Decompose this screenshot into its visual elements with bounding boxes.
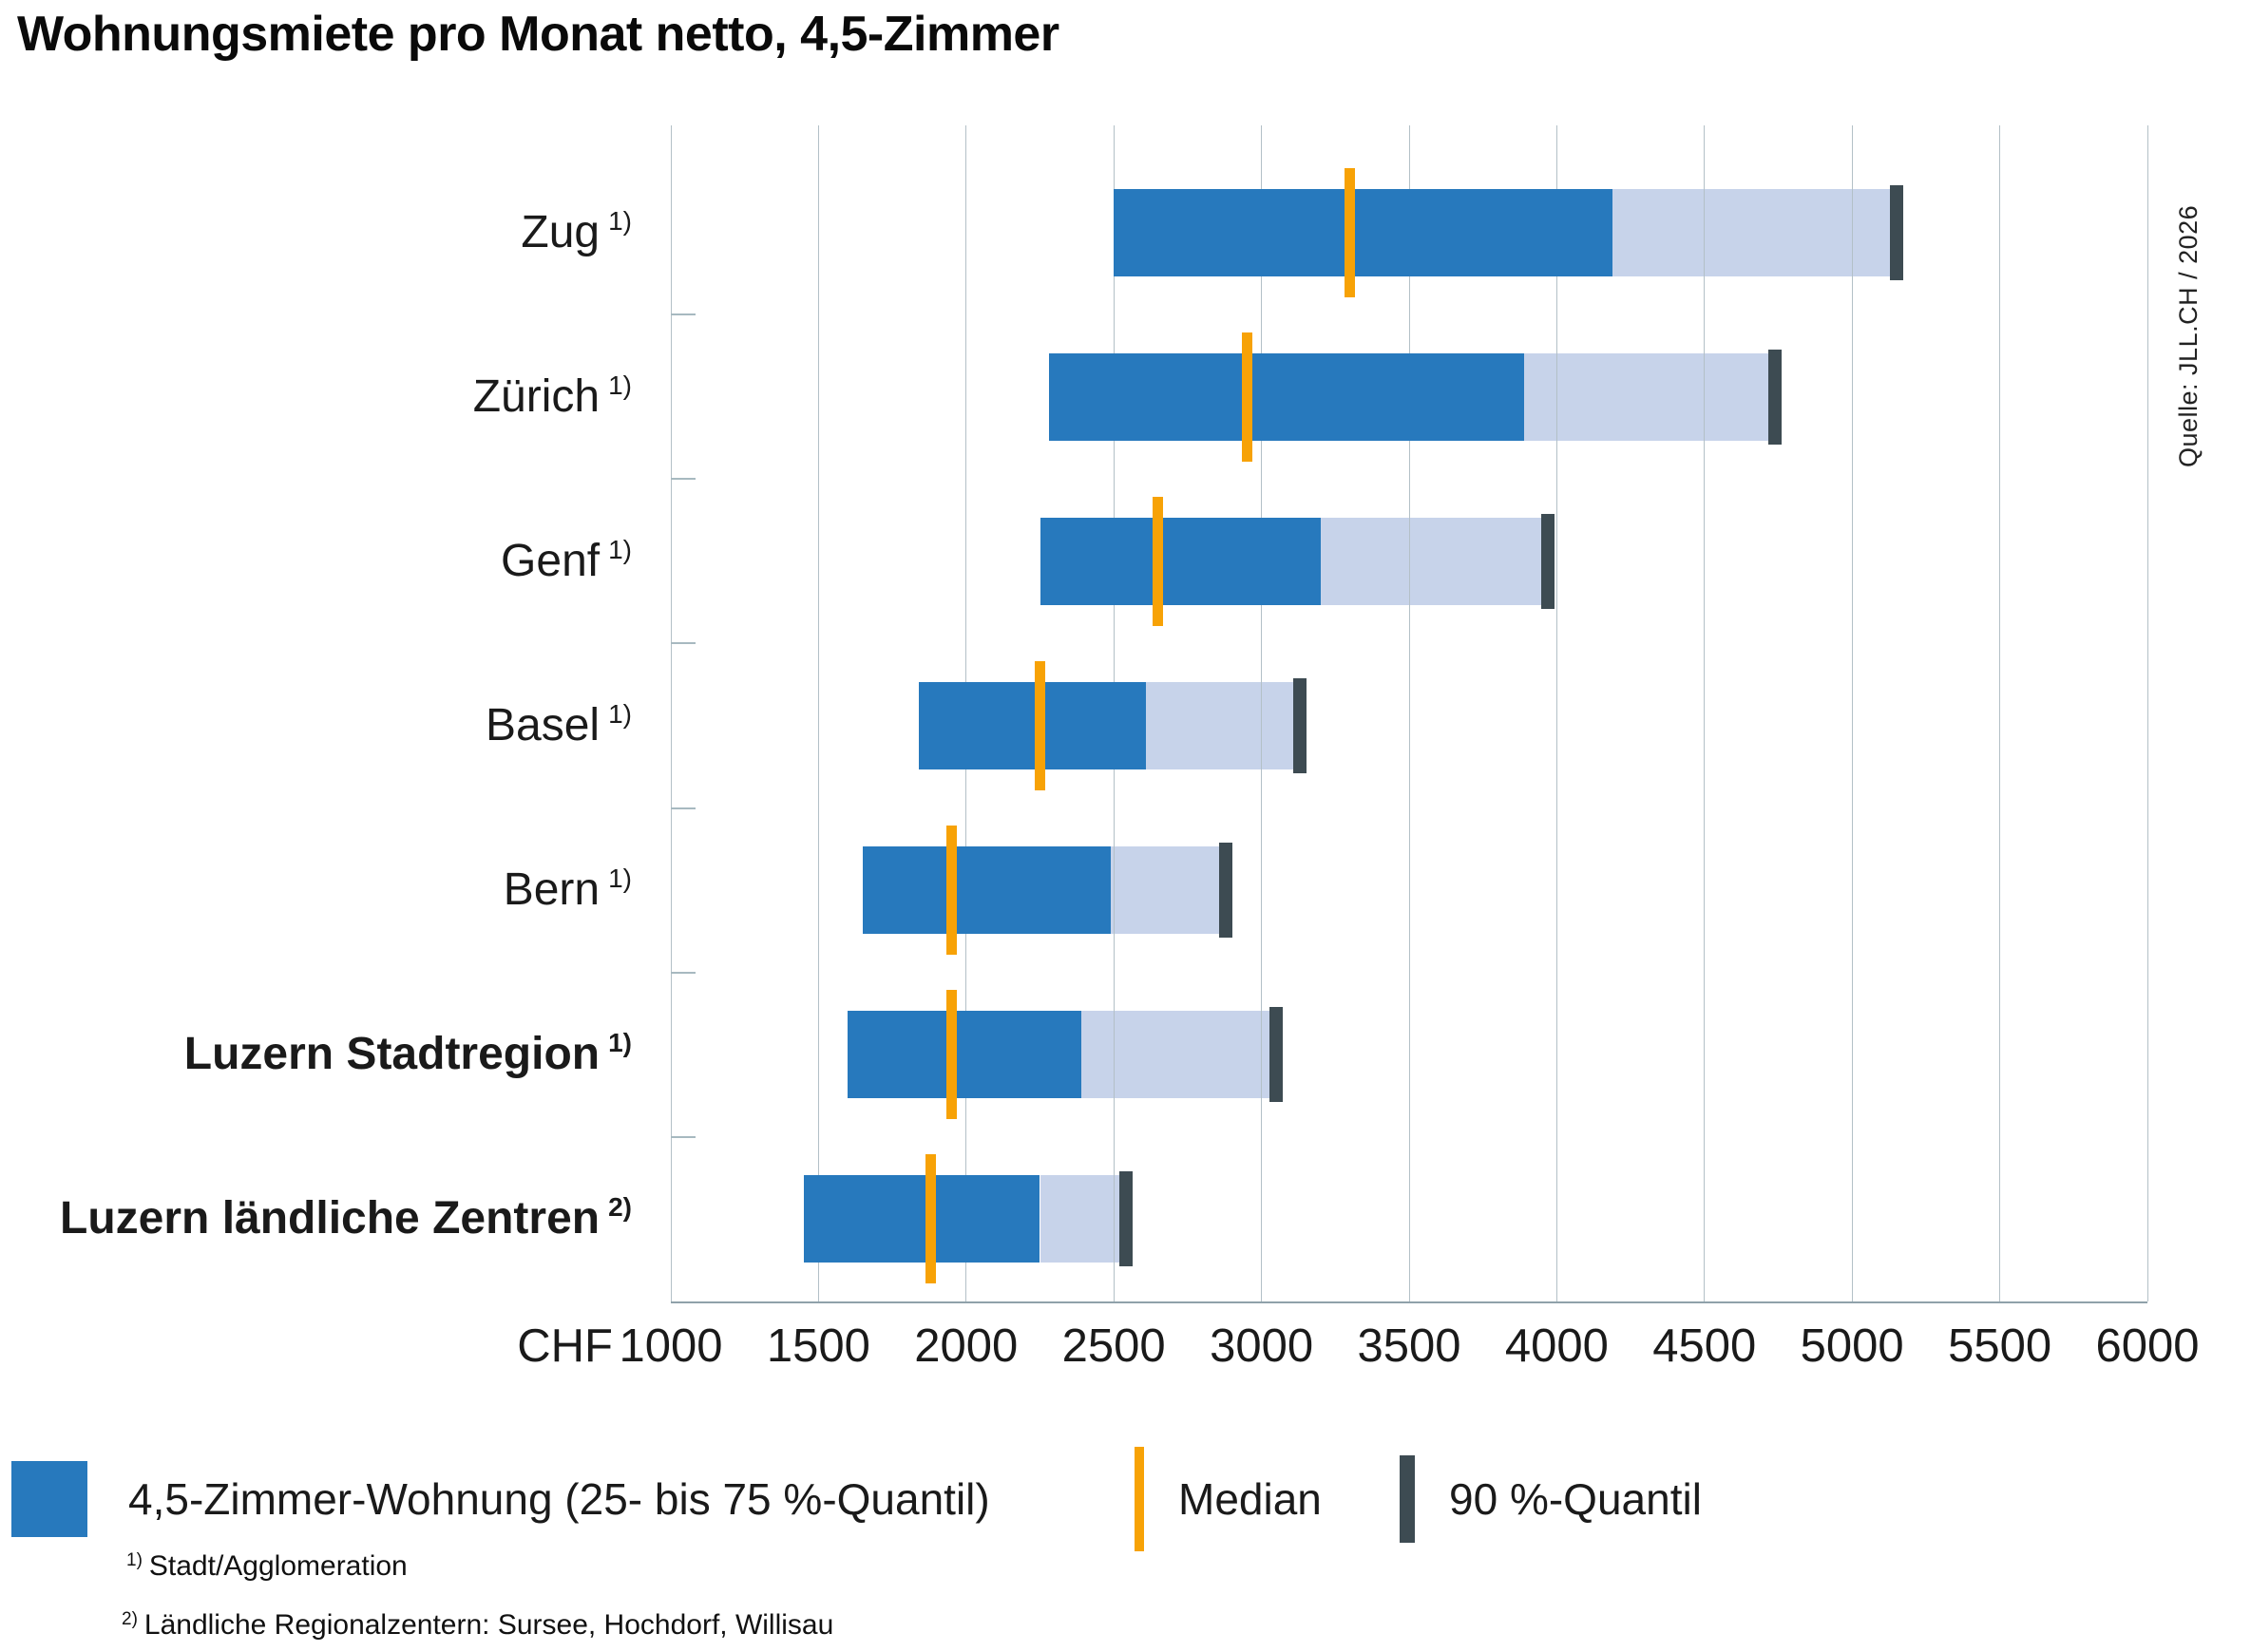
footnote-1: 1) Stadt/Agglomeration [126,1550,408,1582]
q90-marker-luzern-stadtregion [1269,1007,1284,1103]
median-line-zuerich [1241,332,1252,462]
band-75-90-basel [1146,681,1300,769]
footnote-mark: 2) [608,1192,632,1223]
bar-25-75-zug [1114,188,1613,276]
bar-25-75-zuerich [1048,352,1525,441]
bar-25-75-luzern-laendliche-zentren [803,1175,1040,1263]
category-label-zuerich: Zürich 1) [472,370,632,422]
gridline-3500 [1408,125,1410,1301]
legend-iqr-swatch [11,1461,87,1537]
median-line-genf [1153,496,1164,626]
category-label-luzern-laendliche-zentren: Luzern ländliche Zentren 2) [60,1192,632,1244]
gridline-3000 [1261,125,1263,1301]
gridline-4500 [1704,125,1706,1301]
legend-iqr-label: 4,5-Zimmer-Wohnung (25- bis 75 %-Quantil… [128,1474,990,1524]
band-75-90-bern [1111,846,1227,935]
legend-median-swatch [1135,1447,1144,1551]
axis-row-tick-1 [671,313,696,316]
gridline-1500 [817,125,819,1301]
footnote-mark: 1) [608,698,632,729]
gridline-4000 [1555,125,1557,1301]
footnote-mark: 1) [608,370,632,400]
median-line-bern [945,826,957,956]
x-tick-label-3500: 3500 [1357,1320,1461,1372]
legend: 4,5-Zimmer-Wohnung (25- bis 75 %-Quantil… [0,1447,2251,1561]
footnote-mark: 1) [608,864,632,894]
axis-row-tick-3 [671,642,696,645]
q90-marker-luzern-laendliche-zentren [1118,1171,1133,1267]
footnote-mark: 1) [608,205,632,236]
bar-25-75-genf [1040,517,1321,605]
axis-row-tick-5 [671,971,696,974]
x-tick-label-4500: 4500 [1652,1320,1757,1372]
x-tick-label-4000: 4000 [1504,1320,1609,1372]
q90-marker-genf [1541,513,1555,609]
category-label-basel: Basel 1) [486,698,632,750]
median-line-luzern-laendliche-zentren [925,1154,936,1284]
q90-marker-zug [1889,184,1903,280]
x-tick-label-1000: 1000 [619,1320,723,1372]
plot-area [670,125,2148,1303]
footnote-mark: 1) [608,534,632,564]
q90-marker-bern [1219,843,1233,939]
axis-row-tick-6 [671,1135,696,1138]
band-75-90-luzern-stadtregion [1081,1011,1277,1099]
median-line-luzern-stadtregion [945,990,957,1120]
gridline-5500 [1999,125,2001,1301]
q90-marker-basel [1293,677,1307,773]
category-label-genf: Genf 1) [501,534,632,586]
bar-25-75-luzern-stadtregion [848,1011,1081,1099]
footnote-mark: 1) [608,1028,632,1058]
median-line-basel [1035,660,1045,790]
x-axis-currency-label: CHF [517,1320,613,1372]
gridline-6000 [2146,125,2148,1301]
q90-marker-zuerich [1768,349,1783,445]
category-label-zug: Zug 1) [521,205,632,257]
gridline-5000 [1851,125,1853,1301]
bar-25-75-basel [919,681,1147,769]
x-tick-label-1500: 1500 [766,1320,870,1372]
x-tick-label-6000: 6000 [2095,1320,2200,1372]
legend-median-label: Median [1178,1474,1322,1524]
bar-25-75-bern [863,846,1112,935]
legend-q90-swatch [1400,1455,1415,1543]
band-75-90-zuerich [1524,352,1776,441]
axis-row-tick-2 [671,478,696,481]
category-label-luzern-stadtregion: Luzern Stadtregion 1) [183,1028,632,1080]
x-tick-label-2500: 2500 [1061,1320,1166,1372]
median-line-zug [1345,167,1356,297]
gridline-1000 [670,125,672,1301]
band-75-90-zug [1612,188,1897,276]
page-title: Wohnungsmiete pro Monat netto, 4,5-Zimme… [17,7,1059,62]
x-tick-label-3000: 3000 [1210,1320,1314,1372]
x-tick-label-5000: 5000 [1800,1320,1904,1372]
axis-row-tick-4 [671,807,696,809]
source-note: Quelle: JLL.CH / 2026 [2174,204,2203,467]
x-tick-label-2000: 2000 [914,1320,1019,1372]
band-75-90-luzern-laendliche-zentren [1040,1175,1126,1263]
band-75-90-genf [1320,517,1549,605]
footnote-2: 2) Ländliche Regionalzentern: Sursee, Hoc… [122,1609,834,1641]
category-label-bern: Bern 1) [503,864,632,916]
legend-q90-label: 90 %-Quantil [1449,1474,1702,1524]
x-tick-label-5500: 5500 [1948,1320,2052,1372]
